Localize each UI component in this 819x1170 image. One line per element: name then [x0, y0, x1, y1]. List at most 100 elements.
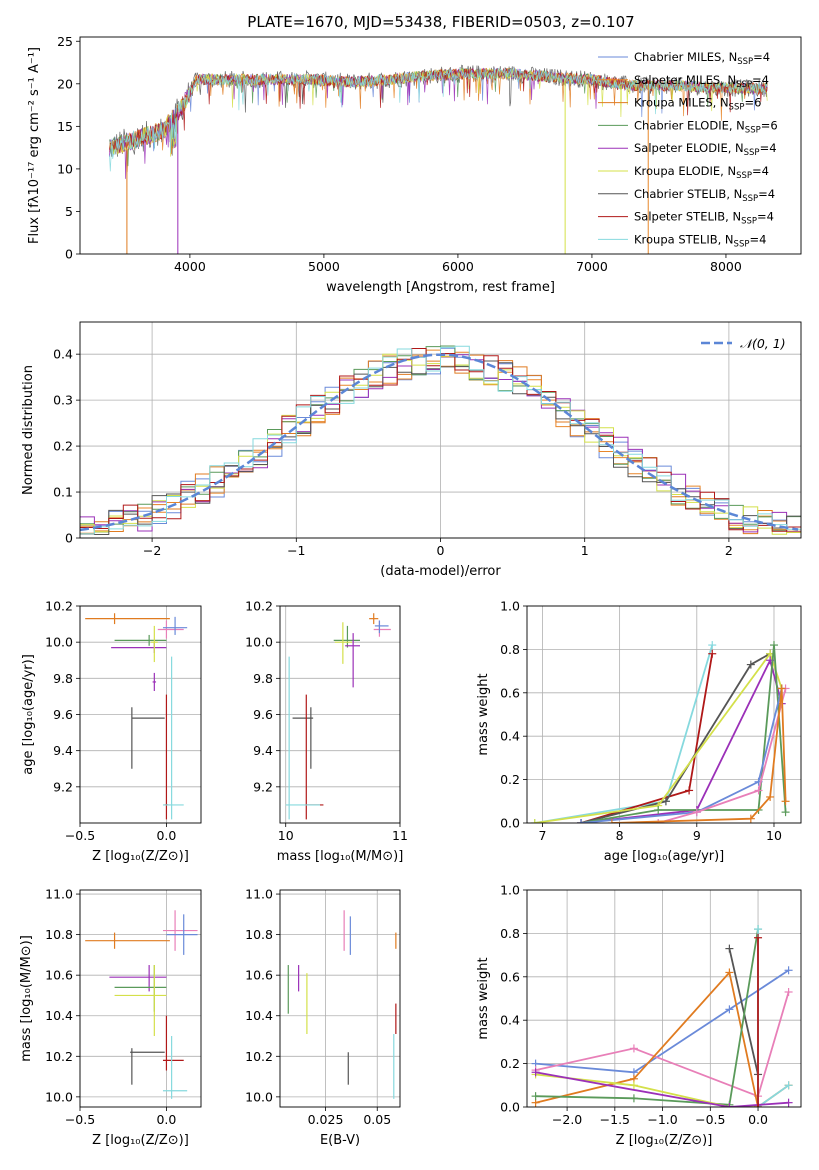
spectrum-line [109, 67, 768, 172]
y-tick-label: 10.2 [45, 599, 73, 614]
y-tick-label: 10.0 [45, 1089, 73, 1104]
x-tick-label: −2.0 [552, 1112, 582, 1127]
y-tick-label: 10.2 [245, 599, 273, 614]
panel-age-mass: 10 11 9.2 9.4 9.6 9.8 10.0 10.2 mass [log₁₀(M/M⊙… [245, 599, 408, 865]
y-tick-label: 10.4 [45, 1008, 73, 1023]
legend-label: Salpeter MILES, NSSP=4 [634, 73, 769, 90]
x-axis-label: Z [log₁₀(Z/Z⊙)] [92, 1133, 189, 1148]
y-tick-label: 0.2 [500, 772, 520, 787]
y-axis-label: age [log₁₀(age/yr)] [21, 654, 36, 775]
y-tick-label: 9.6 [253, 707, 273, 722]
histogram-step [80, 345, 801, 535]
data-area [85, 613, 188, 820]
panel-mw-age: 7 8 9 10 0.0 0.2 0.4 0.6 0.8 1.0 age [log₁₀(age/yr… [476, 599, 802, 864]
x-tick-label: 0.025 [308, 1112, 344, 1127]
y-tick-label: 0.8 [500, 926, 520, 941]
weight-line [657, 688, 787, 823]
weight-line [535, 928, 759, 1106]
y-tick-label: 11.0 [245, 887, 273, 902]
x-tick-label: −0.5 [65, 828, 95, 843]
data-area [285, 613, 391, 820]
y-tick-label: 0 [65, 531, 73, 546]
data-area [109, 64, 768, 254]
x-tick-label: 8000 [710, 259, 742, 274]
y-tick-label: 0.4 [53, 347, 73, 362]
x-tick-label: 0.0 [156, 1112, 176, 1127]
axes-frame [79, 36, 802, 255]
weight-line [580, 652, 771, 823]
y-tick-label: 0.1 [53, 485, 73, 500]
data-area [85, 910, 198, 1099]
figure-title: PLATE=1670, MJD=53438, FIBERID=0503, z=0… [247, 13, 634, 31]
y-tick-label: 10 [57, 161, 73, 176]
y-tick-label: 0.2 [500, 1056, 520, 1071]
y-tick-label: 9.8 [253, 671, 273, 686]
axes-frame [526, 605, 802, 824]
weight-line [580, 653, 714, 823]
x-tick-label: −2 [143, 543, 161, 558]
legend-label: Salpeter ELODIE, NSSP=4 [634, 141, 777, 158]
weight-line [580, 657, 783, 823]
y-tick-label: 10.2 [245, 1049, 273, 1064]
x-tick-label: 8 [616, 828, 624, 843]
legend-label: Chabrier STELIB, NSSP=4 [634, 187, 775, 204]
data-area [531, 925, 793, 1107]
y-tick-label: 9.4 [53, 743, 73, 758]
x-tick-label: 4000 [174, 259, 206, 274]
x-tick-label: 7000 [576, 259, 608, 274]
x-axis-label: wavelength [Angstrom, rest frame] [326, 280, 555, 295]
y-tick-label: 0.4 [500, 1013, 520, 1028]
weight-line [535, 1071, 789, 1107]
x-tick-label: 0.0 [156, 828, 176, 843]
x-tick-label: 10 [278, 828, 294, 843]
y-tick-label: 9.4 [253, 743, 273, 758]
y-tick-label: 10.6 [245, 968, 273, 983]
x-tick-label: −0.5 [65, 1112, 95, 1127]
y-tick-label: 10.2 [45, 1049, 73, 1064]
y-tick-label: 0 [65, 247, 73, 262]
y-tick-label: 10.4 [245, 1008, 273, 1023]
y-tick-label: 0.6 [500, 685, 520, 700]
legend-label: Kroupa STELIB, NSSP=4 [634, 232, 766, 249]
y-axis-label: mass weight [476, 673, 491, 755]
x-tick-label: 6000 [442, 259, 474, 274]
axes-frame [279, 605, 401, 824]
x-tick-label: 0.05 [363, 1112, 391, 1127]
legend-label: Chabrier ELODIE, NSSP=6 [634, 118, 778, 135]
panel-residuals: −2 −1 0 1 2 0 0.1 0.2 0.3 0.4 (data-model)/error No… [21, 321, 802, 579]
x-tick-label: 10 [766, 828, 782, 843]
y-tick-label: 10.0 [245, 635, 273, 650]
y-tick-label: 0.3 [53, 393, 73, 408]
x-tick-label: 0 [437, 543, 445, 558]
y-tick-label: 0.0 [500, 1100, 520, 1115]
y-tick-label: 9.2 [53, 779, 73, 794]
x-tick-label: −0.5 [695, 1112, 725, 1127]
x-tick-label: −1.5 [600, 1112, 630, 1127]
y-tick-label: 10.8 [45, 927, 73, 942]
x-axis-label: Z [log₁₀(Z/Z⊙)] [92, 849, 189, 864]
x-axis-label: (data-model)/error [380, 564, 501, 579]
y-tick-label: 1.0 [500, 883, 520, 898]
axes-frame [79, 889, 202, 1108]
weight-line [580, 645, 787, 823]
normal-curve [80, 353, 799, 532]
y-tick-label: 10.8 [245, 927, 273, 942]
data-area [80, 345, 801, 535]
weight-line [535, 1073, 758, 1107]
y-tick-label: 9.2 [253, 779, 273, 794]
x-tick-label: 0.0 [748, 1112, 768, 1127]
legend-label: Kroupa MILES, NSSP=6 [634, 96, 761, 113]
legend-label: Chabrier MILES, NSSP=4 [634, 50, 770, 67]
y-tick-label: 11.0 [45, 887, 73, 902]
axes-frame [79, 321, 802, 539]
y-tick-label: 9.6 [53, 707, 73, 722]
y-tick-label: 5 [65, 204, 73, 219]
legend-label: Salpeter STELIB, NSSP=4 [634, 210, 774, 227]
weight-line [535, 969, 790, 1074]
axes-frame [79, 605, 202, 824]
y-tick-label: 15 [57, 119, 73, 134]
panel-mass-EBV: 0.025 0.05 10.0 10.2 10.4 10.6 10.8 11.0 E(B-V) [245, 887, 401, 1148]
data-area [530, 641, 790, 823]
x-axis-label: age [log₁₀(age/yr)] [604, 849, 725, 864]
